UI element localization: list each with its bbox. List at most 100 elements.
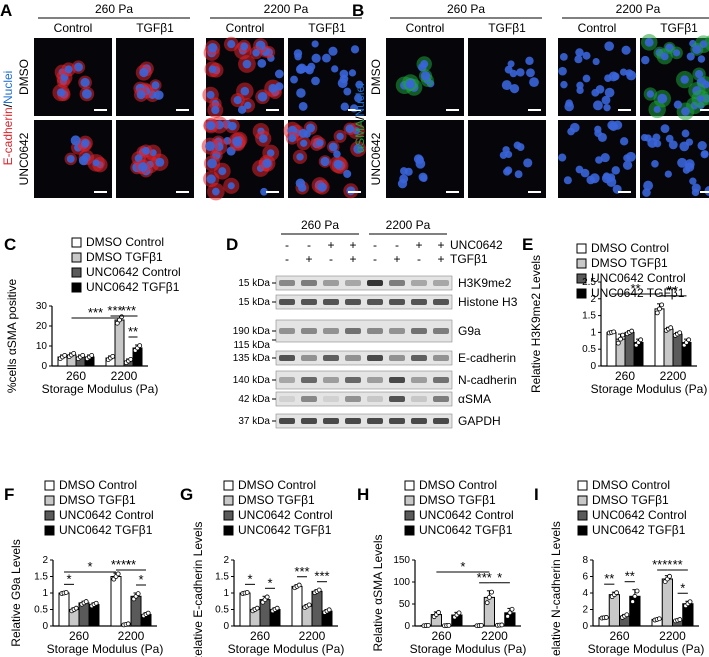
scale-bar bbox=[348, 191, 361, 193]
data-point bbox=[63, 590, 69, 595]
band bbox=[367, 299, 383, 305]
panel-letter: B bbox=[352, 1, 364, 20]
scale-bar bbox=[700, 109, 709, 111]
micrograph bbox=[468, 38, 546, 116]
nucleus bbox=[626, 70, 637, 81]
nucleus bbox=[591, 88, 600, 97]
stain-label: αSMA/Nuclei bbox=[353, 83, 367, 153]
y-tick-label: 1 bbox=[42, 588, 48, 599]
band bbox=[433, 328, 449, 334]
x-tick-label: 260 bbox=[250, 629, 270, 643]
nucleus bbox=[294, 53, 302, 61]
legend-swatch bbox=[223, 480, 234, 491]
legend-swatch bbox=[223, 510, 234, 521]
nucleus bbox=[316, 139, 324, 147]
legend-label: DMSO TGFβ1 bbox=[86, 250, 163, 264]
legend-label: UNC0642 TGFβ1 bbox=[86, 280, 180, 294]
band bbox=[411, 418, 427, 424]
nucleus bbox=[155, 157, 165, 167]
stain-label-part: / bbox=[1, 103, 15, 107]
band-name: H3K9me2 bbox=[458, 276, 512, 290]
nucleus bbox=[526, 68, 535, 78]
y-tick-label: 0 bbox=[404, 621, 410, 632]
tgf-sign: - bbox=[417, 252, 421, 266]
significance-stars: ** bbox=[126, 557, 136, 572]
legend-swatch bbox=[223, 495, 234, 506]
data-point bbox=[677, 330, 683, 336]
nucleus bbox=[501, 80, 512, 91]
kda-label: 15 kDa bbox=[238, 297, 270, 308]
data-point bbox=[668, 325, 674, 331]
x-axis-label: Storage Modulus (Pa) bbox=[47, 642, 164, 656]
data-point bbox=[71, 350, 77, 356]
column-label: Control bbox=[226, 21, 265, 35]
nucleus bbox=[681, 107, 690, 116]
data-point bbox=[326, 607, 332, 613]
nucleus bbox=[64, 65, 73, 74]
nucleus bbox=[233, 95, 242, 105]
scale-bar bbox=[618, 191, 631, 193]
band bbox=[389, 355, 405, 361]
y-tick-label: 0 bbox=[582, 621, 588, 632]
band bbox=[433, 355, 449, 361]
nucleus bbox=[138, 162, 148, 172]
micrograph bbox=[468, 120, 546, 198]
y-tick-label: 0 bbox=[590, 361, 596, 372]
pa-low-label: 260 Pa bbox=[301, 218, 339, 232]
nucleus bbox=[296, 153, 304, 161]
nucleus bbox=[240, 42, 249, 51]
nucleus bbox=[404, 167, 413, 176]
nucleus bbox=[206, 174, 216, 184]
nucleus bbox=[642, 188, 651, 197]
significance-stars: ** bbox=[668, 283, 678, 298]
data-point bbox=[489, 589, 494, 595]
legend-swatch bbox=[404, 525, 415, 536]
legend-swatch bbox=[44, 480, 55, 491]
nucleus bbox=[653, 105, 661, 114]
nucleus bbox=[237, 105, 247, 114]
data-point bbox=[62, 352, 68, 358]
nucleus bbox=[679, 141, 690, 152]
band bbox=[367, 418, 383, 424]
column-label: TGFβ1 bbox=[660, 21, 698, 35]
nucleus bbox=[288, 134, 297, 143]
nucleus bbox=[262, 158, 272, 168]
legend-swatch bbox=[577, 480, 588, 491]
legend-label: UNC0642 Control bbox=[592, 508, 687, 522]
x-tick-label: 260 bbox=[431, 629, 451, 643]
unc-sign: - bbox=[395, 238, 399, 252]
nucleus bbox=[418, 172, 428, 182]
row-label: DMSO bbox=[17, 59, 31, 95]
significance-stars: *** bbox=[294, 564, 309, 579]
column-label: TGFβ1 bbox=[488, 21, 526, 35]
bar bbox=[291, 585, 303, 627]
nucleus bbox=[80, 77, 90, 88]
data-point bbox=[80, 352, 86, 358]
legend-label: UNC0642 Control bbox=[419, 508, 514, 522]
nucleus bbox=[559, 52, 568, 61]
nucleus bbox=[664, 170, 672, 178]
band bbox=[389, 418, 405, 424]
data-point bbox=[73, 605, 79, 611]
tgf-sign: - bbox=[373, 252, 377, 266]
nucleus bbox=[415, 158, 426, 169]
nucleus bbox=[597, 132, 607, 142]
band bbox=[301, 355, 317, 361]
legend-label: DMSO TGFβ1 bbox=[238, 493, 315, 507]
bar bbox=[624, 331, 635, 367]
y-tick-label: 150 bbox=[393, 555, 410, 566]
y-tick-label: 6 bbox=[582, 572, 588, 583]
nucleus bbox=[516, 68, 525, 77]
y-tick-label: 0.5 bbox=[215, 605, 229, 616]
nucleus bbox=[70, 135, 81, 146]
data-point bbox=[478, 622, 484, 628]
nucleus bbox=[297, 63, 307, 74]
band bbox=[411, 396, 427, 402]
band bbox=[389, 377, 405, 383]
significance-stars: *** bbox=[88, 305, 103, 320]
band bbox=[301, 328, 317, 334]
bar bbox=[663, 328, 674, 367]
y-axis-label: Relative N-cadherin Levels bbox=[549, 521, 563, 657]
nucleus bbox=[682, 166, 691, 174]
